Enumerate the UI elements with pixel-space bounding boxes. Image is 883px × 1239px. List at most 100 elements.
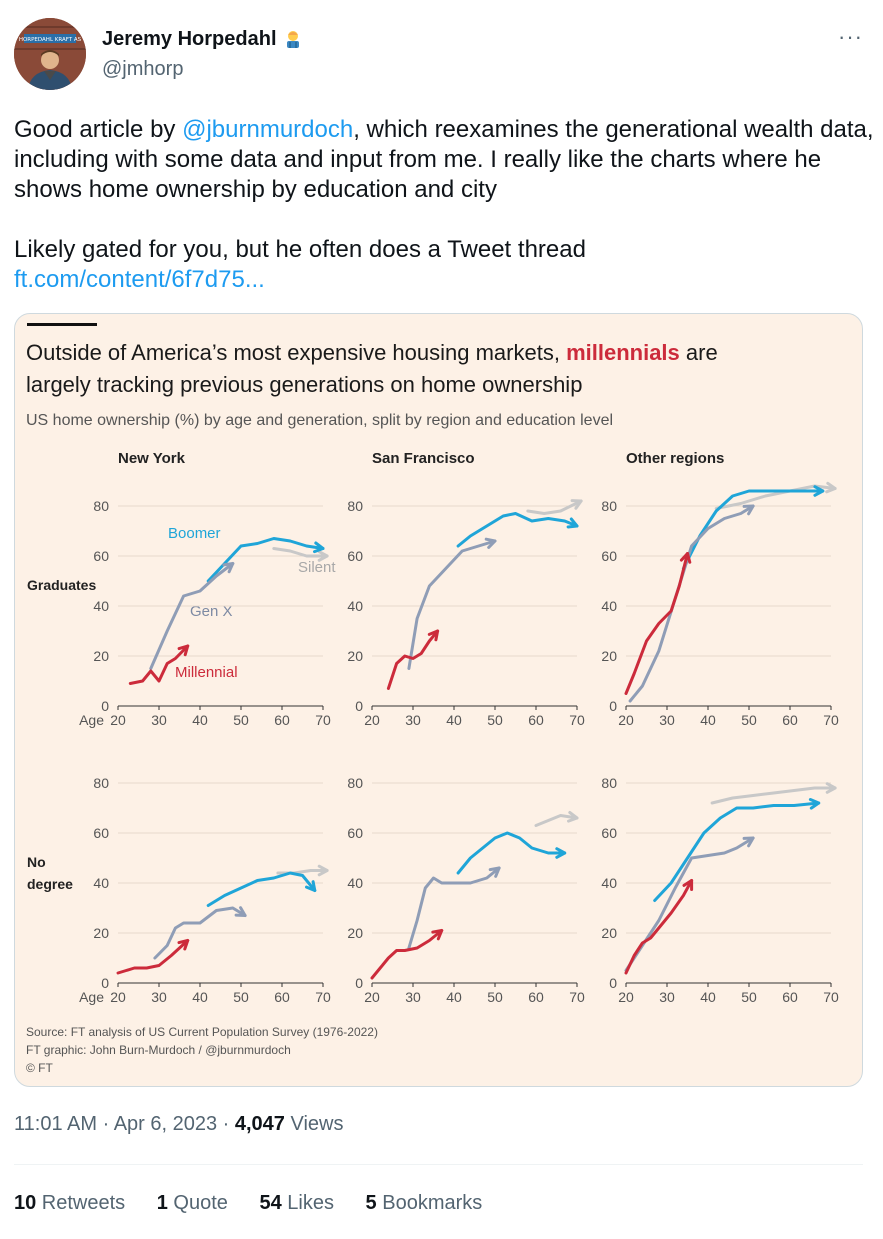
chart-title-part: Outside of America’s most expensive hous… (26, 340, 566, 365)
x-tick-label: 70 (823, 712, 839, 728)
chart-subtitle: US home ownership (%) by age and generat… (26, 412, 613, 429)
y-tick-label: 80 (601, 498, 617, 514)
chart-image-card[interactable]: Outside of America’s most expensive hous… (14, 313, 863, 1087)
x-tick-label: 20 (110, 712, 126, 728)
y-tick-label: 20 (347, 925, 363, 941)
mention-link[interactable]: @jburnmurdoch (182, 116, 354, 143)
series-arrowhead (742, 836, 755, 848)
x-tick-label: 50 (487, 989, 503, 1005)
series-line-silent (276, 869, 329, 875)
x-tick-label: 70 (823, 989, 839, 1005)
series-line-millennial (128, 644, 190, 685)
series-arrowhead (682, 879, 694, 891)
y-tick-label: 20 (347, 648, 363, 664)
series-line-gen-x (628, 504, 755, 703)
author-handle[interactable]: @jmhorp (102, 58, 184, 80)
y-tick-label: 0 (609, 698, 617, 714)
x-tick-label: 60 (528, 712, 544, 728)
avatar[interactable]: HORPEDAHL KRAFT AS (14, 18, 86, 90)
x-tick-label: 30 (405, 712, 421, 728)
x-tick-label: 50 (233, 712, 249, 728)
y-tick-label: 80 (93, 498, 109, 514)
y-tick-label: 60 (347, 548, 363, 564)
series-arrowhead (566, 517, 579, 529)
series-line-boomer (206, 537, 325, 583)
x-tick-label: 30 (659, 989, 675, 1005)
quotes-label: Quote (167, 1192, 228, 1214)
x-tick-label: 40 (700, 989, 716, 1005)
y-tick-label: 40 (601, 875, 617, 891)
panel-title: Other regions (626, 450, 724, 467)
series-arrowhead (317, 550, 329, 562)
series-arrowhead (313, 541, 325, 554)
series-line-boomer (456, 831, 567, 875)
chart-title-highlight: millennials (566, 340, 680, 365)
bookmarks-count: 5 (365, 1192, 377, 1214)
series-line-millennial (386, 629, 440, 690)
series-line-gen-x (407, 539, 497, 670)
y-tick-label: 20 (93, 648, 109, 664)
x-tick-label: 20 (110, 989, 126, 1005)
x-tick-label: 50 (741, 712, 757, 728)
article-link[interactable]: ft.com/content/6f7d75... (14, 266, 265, 293)
series-line-boomer (206, 871, 317, 907)
x-tick-label: 70 (569, 712, 585, 728)
y-tick-label: 20 (93, 925, 109, 941)
series-arrowhead (570, 499, 583, 510)
more-options-icon[interactable]: ··· (838, 24, 863, 49)
chart-source: Source: FT analysis of US Current Popula… (26, 1025, 378, 1039)
series-line-silent (714, 484, 837, 510)
age-axis-label: Age (79, 989, 104, 1005)
tweet-text-part: Likely gated for you, but he often does … (14, 236, 586, 263)
annotation-silent: Silent (298, 559, 336, 576)
x-tick-label: 60 (782, 712, 798, 728)
series-arrowhead (305, 880, 317, 892)
y-tick-label: 0 (101, 698, 109, 714)
x-tick-label: 30 (659, 712, 675, 728)
series-line-silent (710, 786, 837, 805)
y-tick-label: 0 (101, 975, 109, 991)
y-tick-label: 80 (347, 775, 363, 791)
series-arrowhead (567, 811, 579, 823)
likes-stat[interactable]: 54 Likes (259, 1192, 334, 1214)
x-tick-label: 30 (405, 989, 421, 1005)
y-tick-label: 0 (609, 975, 617, 991)
row-label-graduates: Graduates (27, 577, 96, 593)
views-count: 4,047 (234, 1113, 285, 1135)
likes-label: Likes (281, 1192, 334, 1214)
x-tick-label: 20 (618, 989, 634, 1005)
ft-topline (27, 323, 97, 326)
y-tick-label: 40 (347, 598, 363, 614)
chart-copyright: © FT (26, 1061, 54, 1075)
series-line-boomer (456, 512, 579, 548)
series-arrowhead (177, 939, 190, 951)
timestamp[interactable]: 11:01 AM · Apr 6, 2023 · (14, 1113, 235, 1135)
y-tick-label: 20 (601, 925, 617, 941)
tweet-paragraph-3: ft.com/content/6f7d75... (14, 265, 874, 295)
author-name-text: Jeremy Horpedahl (102, 28, 277, 50)
author-name[interactable]: Jeremy Horpedahl (102, 28, 303, 51)
bookmarks-stat[interactable]: 5 Bookmarks (366, 1192, 483, 1214)
y-tick-label: 40 (93, 875, 109, 891)
retweets-stat[interactable]: 10 Retweets (14, 1192, 125, 1214)
y-tick-label: 80 (601, 775, 617, 791)
series-arrowhead (813, 485, 825, 497)
series-line-gen-x (407, 866, 501, 950)
series-arrowhead (825, 782, 837, 794)
quotes-stat[interactable]: 1 Quote (157, 1192, 228, 1214)
x-tick-label: 50 (233, 989, 249, 1005)
chart-svg: Outside of America’s most expensive hous… (26, 323, 839, 1075)
chart-title-part: are (680, 340, 718, 365)
series-line-boomer (681, 489, 825, 570)
series-line-silent (526, 499, 583, 515)
series-arrowhead (484, 537, 497, 549)
likes-count: 54 (259, 1192, 282, 1214)
age-axis-label: Age (79, 712, 104, 728)
x-tick-label: 20 (364, 712, 380, 728)
series-arrowhead (177, 644, 190, 657)
row-label-degree: degree (27, 876, 73, 892)
